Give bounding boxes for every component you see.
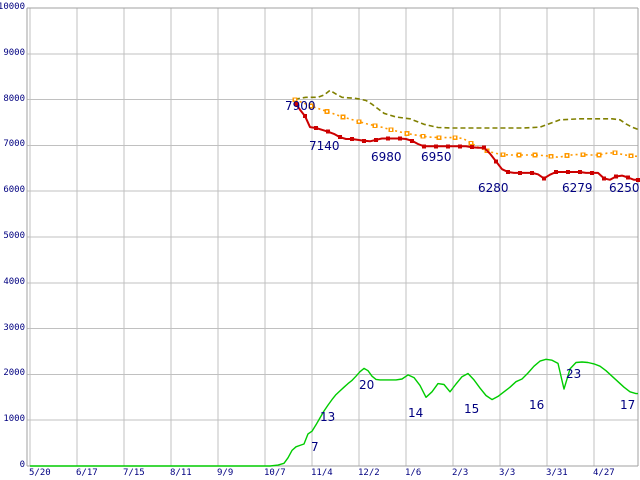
y-tick-5000: 5000 xyxy=(3,231,25,241)
label-6980: 6980 xyxy=(371,150,402,164)
y-tick-1000: 1000 xyxy=(3,414,25,425)
series-volume-green xyxy=(30,358,638,467)
series-upper-band-olive xyxy=(294,89,639,131)
x-tick-3-31: 3/31 xyxy=(546,468,568,478)
y-tick-10000: 10000 xyxy=(0,2,25,12)
x-tick-9-9: 9/9 xyxy=(217,468,234,478)
label-16: 16 xyxy=(529,398,545,412)
x-tick-8-11: 8/11 xyxy=(170,468,192,478)
label-23: 23 xyxy=(566,367,582,381)
x-tick-12-2: 12/2 xyxy=(358,468,380,478)
x-tick-6-17: 6/17 xyxy=(76,468,98,478)
x-tick-2-3: 2/3 xyxy=(452,468,469,478)
y-tick-2000: 2000 xyxy=(3,368,25,379)
label-6250: 6250 xyxy=(609,181,640,195)
label-6279: 6279 xyxy=(562,181,593,195)
series-price-red xyxy=(294,102,640,182)
grid-lines xyxy=(27,7,638,467)
y-tick-9000: 9000 xyxy=(3,47,25,58)
label-17: 17 xyxy=(620,398,636,412)
y-tick-8000: 8000 xyxy=(3,93,25,104)
x-tick-7-15: 7/15 xyxy=(123,468,145,478)
x-tick-10-7: 10/7 xyxy=(264,468,286,478)
label-20: 20 xyxy=(359,378,375,392)
y-tick-0: 0 xyxy=(19,460,25,470)
label-7900: 7900 xyxy=(285,99,316,113)
label-14: 14 xyxy=(408,406,424,420)
x-tick-4-27: 4/27 xyxy=(593,468,615,478)
label-13: 13 xyxy=(320,410,336,424)
y-tick-7000: 7000 xyxy=(3,139,25,150)
x-tick-3-3: 3/3 xyxy=(499,468,516,478)
label-7: 7 xyxy=(311,440,319,454)
y-tick-3000: 3000 xyxy=(3,322,25,333)
label-6280: 6280 xyxy=(478,181,509,195)
label-7140: 7140 xyxy=(309,139,340,153)
label-6950: 6950 xyxy=(421,150,452,164)
x-tick-5-20: 5/20 xyxy=(29,468,51,478)
x-tick-11-4: 11/4 xyxy=(311,468,333,478)
y-tick-6000: 6000 xyxy=(3,185,25,196)
y-tick-4000: 4000 xyxy=(3,276,25,287)
label-15: 15 xyxy=(464,402,480,416)
x-tick-1-6: 1/6 xyxy=(405,468,422,478)
series-mid-band-orange xyxy=(292,97,639,159)
